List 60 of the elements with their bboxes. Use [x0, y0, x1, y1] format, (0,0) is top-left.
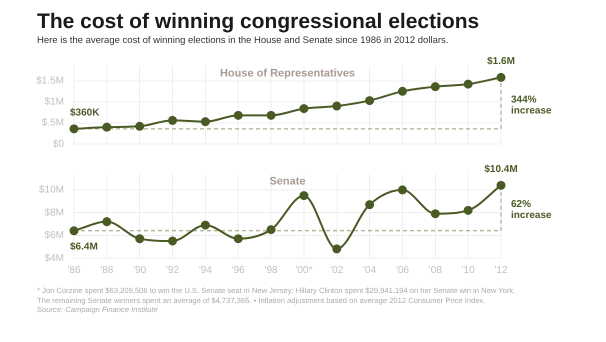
- y-tick-label: $10M: [38, 184, 64, 196]
- y-tick-label: $1M: [44, 96, 64, 108]
- annotation: House of Representatives: [220, 68, 356, 80]
- point: [70, 226, 78, 236]
- x-tick-label: '88: [100, 264, 114, 276]
- annotation: $360K: [70, 108, 100, 119]
- point: [430, 209, 440, 218]
- x-tick-label: '98: [264, 264, 278, 276]
- point: [200, 220, 210, 230]
- point: [332, 102, 342, 111]
- point: [365, 96, 374, 106]
- x-tick-label: '00*: [295, 264, 312, 276]
- point: [135, 122, 144, 131]
- point: [102, 122, 112, 132]
- point: [168, 236, 178, 246]
- y-tick-label: $0: [52, 138, 64, 150]
- point: [398, 86, 407, 96]
- point: [266, 110, 276, 120]
- x-tick-label: '08: [428, 264, 442, 276]
- point: [398, 185, 407, 194]
- point: [200, 117, 210, 126]
- point: [70, 124, 78, 134]
- point: [234, 234, 243, 244]
- x-tick-label: '10: [462, 264, 476, 276]
- point: [266, 225, 276, 234]
- point: [102, 217, 112, 226]
- point: [332, 244, 342, 254]
- annotation: 344% increase: [511, 94, 552, 116]
- x-tick-label: '02: [330, 264, 344, 276]
- y-tick-label: $6M: [44, 230, 64, 242]
- x-tick-label: '92: [166, 264, 180, 276]
- point: [168, 116, 178, 125]
- point: [496, 180, 506, 190]
- x-tick-label: '96: [232, 264, 246, 276]
- y-tick-label: $.5M: [42, 118, 64, 129]
- x-tick-label: '12: [494, 264, 508, 276]
- point: [496, 72, 506, 82]
- x-tick-label: '90: [133, 264, 147, 276]
- point: [464, 206, 473, 215]
- y-tick-label: $8M: [44, 207, 64, 218]
- x-tick-label: '04: [363, 264, 377, 276]
- point: [365, 200, 374, 210]
- annotation: $10.4M: [484, 164, 518, 176]
- x-tick-label: '86: [67, 264, 81, 276]
- point: [464, 80, 473, 89]
- x-tick-label: '94: [198, 264, 212, 276]
- point: [135, 234, 144, 244]
- x-tick-label: '06: [396, 264, 410, 276]
- point: [234, 110, 243, 120]
- chart-subtitle: Here is the average cost of winning elections in the House and Senate since 1986 in 2012 dollars.: [37, 35, 448, 46]
- annotation: $6.4M: [70, 242, 98, 253]
- point: [430, 82, 440, 92]
- annotation: $1.6M: [487, 56, 515, 68]
- y-tick-label: $1.5M: [36, 76, 64, 87]
- point: [299, 191, 308, 200]
- point: [299, 104, 308, 114]
- annotation: 62% increase: [511, 199, 552, 222]
- annotation: Senate: [269, 176, 306, 188]
- y-tick-label: $4M: [44, 252, 64, 264]
- chart-title: The cost of winning congressional elections: [37, 10, 480, 34]
